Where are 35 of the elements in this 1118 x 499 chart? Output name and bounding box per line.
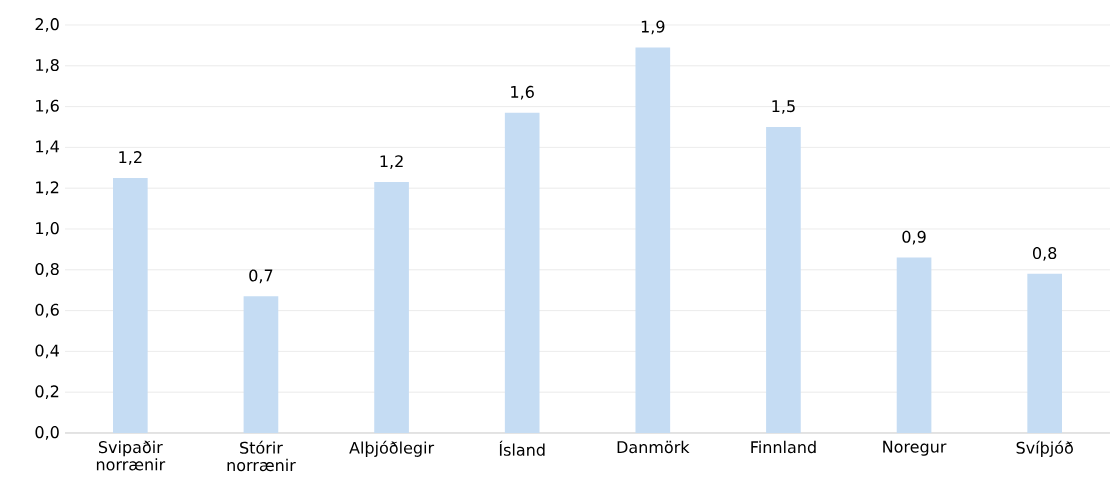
x-tick-label: Alþjóðlegir: [349, 440, 435, 457]
data-label: 0,8: [1033, 246, 1057, 261]
x-tick-label: Svipaðir norrænir: [96, 440, 166, 471]
bar: [1027, 273, 1062, 433]
y-tick-label: 1,8: [36, 58, 59, 73]
y-tick-label: 0,6: [35, 303, 59, 318]
bar: [243, 296, 279, 433]
y-tick-label: 0,2: [35, 385, 59, 400]
data-label: 1,2: [380, 155, 403, 169]
y-tick-label: 1,0: [36, 222, 59, 236]
x-tick-label: Finnland: [751, 440, 816, 454]
bar: [766, 126, 801, 433]
x-tick-label: Svíþjóð: [1016, 440, 1073, 457]
data-label: 1,6: [511, 85, 534, 100]
x-tick-label: Ísland: [499, 440, 545, 456]
y-tick-label: 2,0: [35, 18, 59, 32]
bar: [896, 257, 932, 433]
bar: [374, 182, 409, 433]
y-tick-label: 1,6: [36, 99, 59, 114]
data-label: 1,9: [641, 20, 665, 35]
y-tick-label: 0,4: [35, 344, 59, 359]
data-label: 0,7: [249, 269, 273, 284]
bar: [504, 112, 540, 433]
y-tick-label: 0,8: [35, 262, 59, 277]
data-label: 0,9: [902, 230, 926, 245]
data-label: 1,5: [772, 100, 795, 114]
bar: [112, 177, 148, 433]
y-tick-label: 1,4: [36, 140, 59, 155]
y-tick-label: 0,0: [35, 426, 59, 440]
x-tick-label: Noregur: [883, 440, 947, 456]
data-label: 1,2: [119, 151, 142, 165]
x-tick-label: Danmörk: [617, 440, 690, 454]
x-tick-label: Stórir norrænir: [227, 440, 296, 472]
y-tick-label: 1,2: [36, 181, 59, 196]
bar: [635, 47, 671, 433]
